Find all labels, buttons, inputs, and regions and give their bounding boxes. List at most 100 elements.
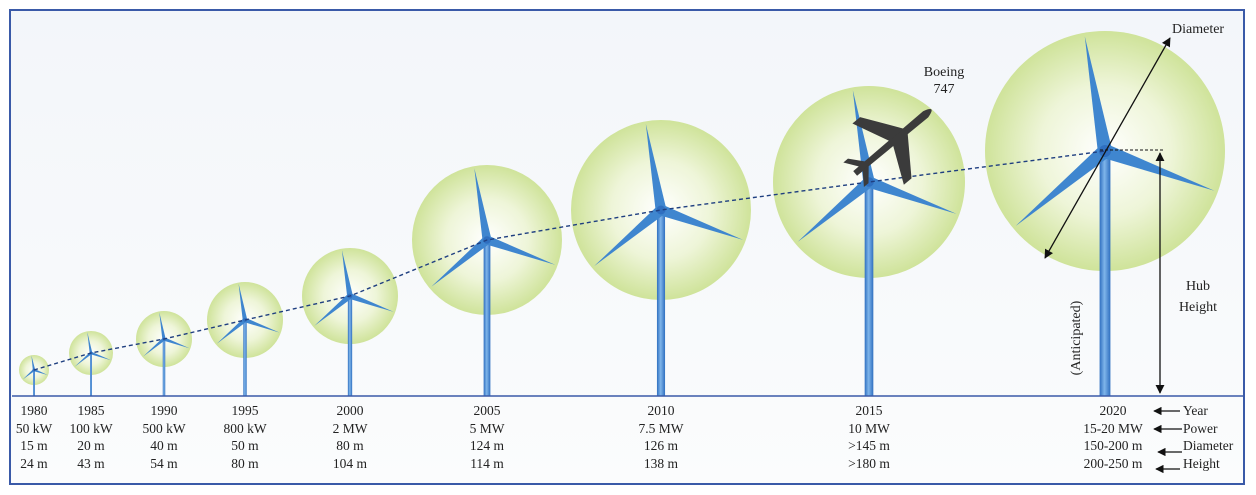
legend-power: Power (1183, 420, 1218, 436)
spec-year: 1980 (20, 403, 48, 418)
spec-height: >180 m (848, 455, 890, 471)
turbine-spec-1990: 1990 500 kW 40 m 54 m (104, 402, 224, 472)
rotor-blade (474, 168, 492, 241)
legend-height: Height (1183, 455, 1220, 471)
spec-diameter: >145 m (848, 438, 890, 454)
rotor-blade (349, 293, 394, 312)
spec-power: 50 kW (15, 420, 53, 436)
spec-power: 100 kW (69, 420, 113, 436)
rotor-blade (431, 236, 490, 287)
spec-height: 43 m (77, 455, 105, 471)
rotor-blade (22, 369, 35, 380)
spec-power: 7.5 MW (638, 420, 684, 436)
spec-height: 138 m (643, 455, 679, 471)
spec-year: 2005 (473, 403, 501, 418)
turbine-spec-1985: 1985 100 kW 20 m 43 m (31, 402, 151, 472)
spec-year: 1990 (150, 403, 178, 418)
spec-diameter: 126 m (643, 438, 679, 454)
rotor-blade (216, 318, 247, 344)
spec-diameter: 15 m (20, 438, 48, 454)
spec-power: 500 kW (142, 420, 186, 436)
tower (864, 182, 874, 396)
turbine-1985 (69, 331, 113, 396)
rotor-blade (244, 317, 280, 333)
turbine-spec-1980: 1980 50 kW 15 m 24 m (0, 402, 94, 472)
turbine-1990 (136, 311, 192, 396)
turbine-spec-2015: 2015 10 MW >145 m >180 m (809, 402, 929, 472)
spec-height: 54 m (150, 455, 178, 471)
spec-height: 200-250 m (1083, 455, 1143, 471)
rotor-blade (797, 177, 873, 242)
tower (33, 370, 35, 396)
spec-year: 2010 (647, 403, 675, 418)
turbine-2015 (773, 86, 965, 396)
rotor-blade (238, 283, 248, 321)
hub-height-annotation: Hub Height (1178, 279, 1218, 315)
tower (243, 320, 247, 396)
spec-power: 15-20 MW (1083, 420, 1143, 436)
hub-trend-line (33, 150, 1106, 371)
tower (90, 353, 92, 396)
rotor-hub (656, 205, 666, 215)
spec-diameter: 20 m (77, 438, 105, 454)
turbine-2000 (302, 248, 398, 396)
rotor-blade (159, 312, 166, 340)
rotor-blade (33, 368, 48, 375)
legend-arrows (1153, 406, 1182, 474)
tower (1099, 151, 1111, 396)
legend-diameter: Diameter (1183, 438, 1234, 454)
boeing-747-icon (843, 109, 932, 187)
tower (347, 296, 353, 396)
anticipated-annotation: (Anticipated) (1069, 300, 1084, 376)
spec-diameter: 124 m (469, 438, 505, 454)
turbine-1995 (207, 282, 283, 396)
turbine-spec-2005: 2005 5 MW 124 m 114 m (427, 402, 547, 472)
rotor-blade (74, 351, 92, 367)
spec-diameter: 80 m (336, 438, 364, 454)
rotor-blade (341, 250, 353, 297)
spec-power: 5 MW (469, 420, 505, 436)
spec-power: 10 MW (848, 420, 890, 436)
spec-year: 1995 (231, 403, 259, 418)
turbine-spec-1995: 1995 800 kW 50 m 80 m (185, 402, 305, 472)
spec-height: 80 m (231, 455, 259, 471)
spec-year: 2020 (1099, 403, 1127, 418)
spec-height: 114 m (470, 455, 504, 471)
spec-diameter: 50 m (231, 438, 259, 454)
turbine-spec-2000: 2000 2 MW 80 m 104 m (290, 402, 410, 472)
legend-year: Year (1183, 403, 1208, 418)
tower (656, 210, 666, 396)
spec-year: 2015 (855, 403, 883, 418)
spec-year: 1985 (77, 403, 105, 418)
rotor-blade (90, 351, 112, 361)
rotor-blade (485, 235, 556, 265)
turbine-2005 (412, 165, 562, 396)
rotor-blade (867, 176, 957, 214)
diameter-arrow (1044, 37, 1171, 259)
rotor-blade (314, 293, 352, 326)
turbine-2020 (985, 31, 1225, 396)
rotor-blade (645, 124, 667, 211)
spec-power: 2 MW (332, 420, 368, 436)
spec-height: 104 m (332, 455, 368, 471)
spec-legend: Year Power Diameter Height (1183, 402, 1233, 472)
rotor-blade (31, 355, 36, 371)
spec-year: 2000 (336, 403, 364, 418)
rotor-blade (143, 337, 166, 357)
spec-power: 800 kW (223, 420, 267, 436)
turbine-spec-2010: 2010 7.5 MW 126 m 138 m (601, 402, 721, 472)
rotor-blade (87, 331, 93, 354)
rotor-blade (594, 205, 665, 267)
diameter-annotation: Diameter (1172, 22, 1225, 37)
boeing-label: Boeing 747 (923, 65, 965, 97)
rotor-blade (659, 204, 744, 240)
tower (162, 339, 166, 396)
turbine-1980 (19, 355, 49, 396)
rotor-blade (163, 337, 190, 349)
spec-diameter: 40 m (150, 438, 178, 454)
turbine-2010 (571, 120, 751, 396)
spec-diameter: 150-200 m (1083, 438, 1143, 454)
turbine-spec-2020: 2020 15-20 MW 150-200 m 200-250 m (1053, 402, 1173, 472)
